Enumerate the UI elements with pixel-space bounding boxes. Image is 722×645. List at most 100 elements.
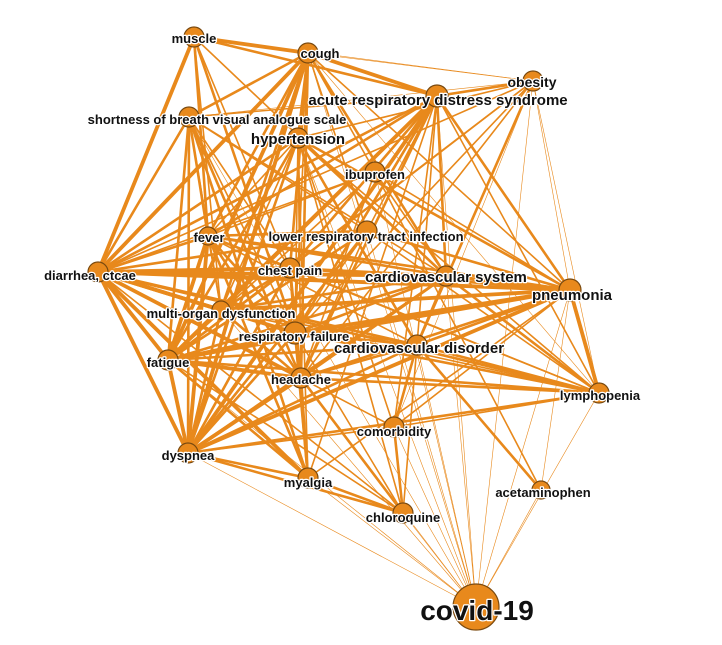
- edge-mod-cvdisorder: [220, 309, 418, 346]
- node-circle-fever[interactable]: [198, 226, 218, 246]
- node-label-dyspnea: dyspnea: [162, 448, 216, 463]
- node-label-fever: fever: [193, 230, 224, 245]
- edge-cvsystem-respfail: [293, 274, 448, 335]
- edge-fatigue-lymphopenia: [166, 358, 601, 395]
- node-lrti[interactable]: [356, 220, 378, 242]
- node-comorbidity[interactable]: [383, 416, 405, 438]
- edge-pneumonia-dyspnea: [186, 288, 572, 455]
- edge-cough-ards: [306, 51, 439, 98]
- node-diarrhea[interactable]: [87, 261, 109, 283]
- node-label-cvsystem: cardiovascular system: [365, 269, 527, 286]
- edge-cough-pneumonia: [307, 52, 571, 291]
- node-circle-cvsystem[interactable]: [435, 265, 457, 287]
- edge-cough-lrti: [307, 52, 368, 232]
- edge-hypertension-mod: [220, 137, 299, 311]
- edge-ards-lymphopenia: [436, 95, 600, 394]
- node-obesity[interactable]: [522, 70, 544, 92]
- node-cough[interactable]: [297, 42, 319, 64]
- edge-ards-cvdisorder: [416, 95, 438, 346]
- edge-fatigue-covid: [167, 359, 477, 608]
- node-lymphopenia[interactable]: [588, 382, 610, 404]
- edge-cvdisorder-lymphopenia: [415, 343, 601, 395]
- node-circle-fatigue[interactable]: [157, 349, 179, 371]
- edge-cough-covid: [307, 52, 477, 608]
- node-circle-mod[interactable]: [211, 300, 231, 320]
- node-cvdisorder[interactable]: [406, 334, 428, 356]
- node-circle-ibuprofen[interactable]: [364, 161, 386, 183]
- edge-cough-sob: [187, 51, 310, 119]
- node-chloroquine[interactable]: [392, 502, 414, 524]
- node-cvsystem[interactable]: [435, 265, 457, 287]
- edge-cvdisorder-fatigue: [166, 343, 419, 362]
- node-ards[interactable]: [425, 84, 449, 108]
- node-circle-sob[interactable]: [178, 106, 200, 128]
- node-circle-lrti[interactable]: [356, 220, 378, 242]
- node-label-headache: headache: [271, 372, 331, 387]
- edge-dyspnea-myalgia: [186, 451, 310, 480]
- node-headache[interactable]: [290, 367, 312, 389]
- edge-ards-diarrhea: [96, 94, 439, 274]
- node-label-muscle: muscle: [172, 31, 217, 46]
- node-circle-chestpain[interactable]: [279, 257, 301, 279]
- node-muscle[interactable]: [183, 26, 205, 48]
- node-myalgia[interactable]: [297, 467, 319, 489]
- edge-fever-lrti: [206, 229, 369, 238]
- node-circle-chloroquine[interactable]: [392, 502, 414, 524]
- node-label-chestpain: chest pain: [258, 263, 322, 278]
- node-circle-headache[interactable]: [290, 367, 312, 389]
- node-pneumonia[interactable]: [558, 278, 582, 302]
- node-circle-lymphopenia[interactable]: [588, 382, 610, 404]
- edge-lymphopenia-covid: [475, 392, 600, 608]
- node-respfail[interactable]: [283, 321, 307, 345]
- edge-ibuprofen-cvsystem: [374, 171, 447, 277]
- node-sob[interactable]: [178, 106, 200, 128]
- node-fatigue[interactable]: [157, 349, 179, 371]
- node-circle-diarrhea[interactable]: [87, 261, 109, 283]
- edge-hypertension-lymphopenia: [297, 137, 600, 394]
- node-acetaminophen[interactable]: [531, 480, 551, 500]
- edge-comorbidity-dyspnea: [187, 426, 395, 454]
- node-circle-pneumonia[interactable]: [558, 278, 582, 302]
- node-label-sob: shortness of breath visual analogue scal…: [88, 112, 347, 127]
- node-circle-hypertension[interactable]: [287, 127, 309, 149]
- node-label-cough: cough: [301, 46, 340, 61]
- node-circle-acetaminophen[interactable]: [531, 480, 551, 500]
- node-dyspnea[interactable]: [177, 442, 199, 464]
- edge-ards-lrti: [366, 95, 438, 232]
- edge-obesity-comorbidity: [393, 80, 534, 428]
- node-label-lrti: lower respiratory tract infection: [268, 229, 463, 244]
- node-chestpain[interactable]: [279, 257, 301, 279]
- node-circle-cvdisorder[interactable]: [406, 334, 428, 356]
- edge-dyspnea-covid: [187, 452, 477, 608]
- edge-cvdisorder-covid: [416, 344, 477, 608]
- node-circle-obesity[interactable]: [522, 70, 544, 92]
- edge-mod-respfail: [219, 308, 297, 335]
- node-circle-ards[interactable]: [425, 84, 449, 108]
- node-label-acetaminophen: acetaminophen: [495, 485, 590, 500]
- node-circle-covid[interactable]: [452, 583, 500, 631]
- node-covid[interactable]: [452, 583, 500, 631]
- edge-diarrhea-myalgia: [96, 270, 310, 480]
- node-label-diarrhea: diarrhea, ctcae: [44, 268, 136, 283]
- node-mod[interactable]: [211, 300, 231, 320]
- edge-ards-pneumonia: [435, 94, 572, 292]
- node-ibuprofen[interactable]: [364, 161, 386, 183]
- edge-pneumonia-comorbidity: [393, 289, 571, 428]
- edge-cvsystem-mod: [219, 274, 448, 312]
- edge-sob-fatigue: [166, 115, 191, 362]
- edge-cvsystem-headache: [299, 274, 448, 380]
- node-circle-myalgia[interactable]: [297, 467, 319, 489]
- edge-obesity-respfail: [294, 80, 534, 334]
- edge-comorbidity-chloroquine: [392, 425, 405, 515]
- edge-muscle-diarrhea: [96, 35, 196, 274]
- edge-respfail-chloroquine: [294, 332, 404, 514]
- node-circle-respfail[interactable]: [283, 321, 307, 345]
- node-circle-cough[interactable]: [297, 42, 319, 64]
- node-circle-muscle[interactable]: [183, 26, 205, 48]
- node-circle-dyspnea[interactable]: [177, 442, 199, 464]
- node-hypertension[interactable]: [287, 127, 309, 149]
- node-circle-comorbidity[interactable]: [383, 416, 405, 438]
- node-label-lymphopenia: lymphopenia: [560, 388, 641, 403]
- node-fever[interactable]: [198, 226, 218, 246]
